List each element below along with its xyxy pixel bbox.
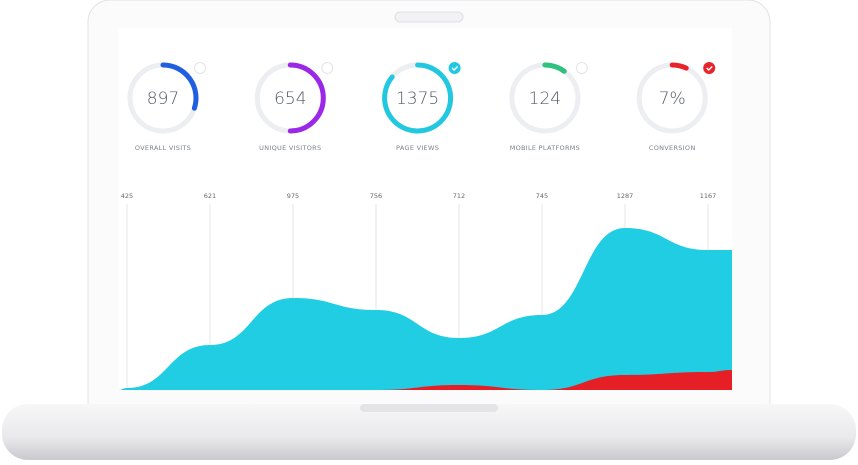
gauge-label: UNIQUE VISITORS [259, 144, 321, 152]
column-label: 745 [536, 192, 548, 200]
column-label: 1167 [700, 192, 717, 200]
gauge-arc [287, 62, 326, 134]
camera-notch [394, 11, 464, 23]
column-label: 975 [287, 192, 299, 200]
column-label: 712 [453, 192, 465, 200]
check-badge [448, 62, 461, 74]
gauge-value: 654 [274, 89, 306, 109]
check-icon [706, 66, 713, 71]
gauge-label: PAGE VIEWS [396, 144, 439, 152]
check-badge [194, 62, 206, 74]
dashboard: 897 OVERALL VISITS 654 UNIQUE VISITORS 1375 P… [118, 62, 732, 390]
gauge-value: 897 [147, 89, 179, 109]
gauge-value: 7% [659, 89, 686, 109]
column-label: 1287 [617, 192, 634, 200]
gauge-label: OVERALL VISITS [135, 144, 191, 152]
column-label: 756 [370, 192, 382, 200]
check-icon [451, 66, 459, 71]
column-label: 425 [121, 192, 133, 200]
gauge-label: MOBILE PLATFORMS [510, 144, 580, 152]
laptop-base [2, 404, 856, 460]
check-badge [321, 62, 334, 74]
gauge-value: 1375 [396, 89, 439, 109]
gauge-value: 124 [529, 89, 561, 109]
gauge-label: CONVERSION [649, 144, 696, 152]
check-badge [575, 62, 588, 74]
gauge-arc [542, 62, 567, 74]
gauge-arc [160, 62, 199, 111]
hinge [360, 404, 498, 412]
area [118, 370, 732, 390]
gauge-arc [382, 62, 454, 134]
check-badge [703, 62, 716, 74]
area [118, 228, 732, 390]
column-label: 621 [204, 192, 216, 200]
gauge-arc [669, 62, 689, 71]
